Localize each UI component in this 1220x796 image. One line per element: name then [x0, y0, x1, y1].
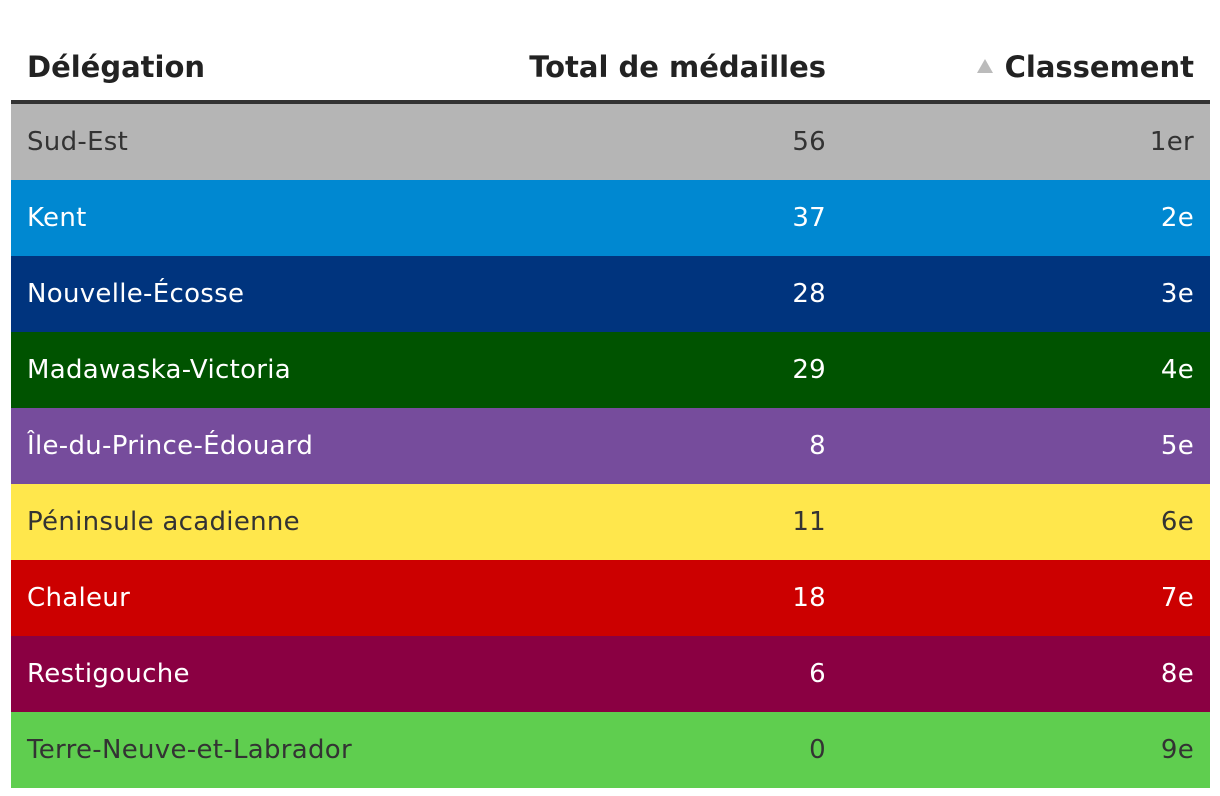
medal-total-cell: 0	[809, 735, 826, 765]
table-row: Chaleur 18 7e	[11, 560, 1210, 636]
table-row: Île-du-Prince-Édouard 8 5e	[11, 408, 1210, 484]
delegation-cell: Kent	[27, 203, 87, 233]
table-row: Madawaska-Victoria 29 4e	[11, 332, 1210, 408]
table-row: Restigouche 6 8e	[11, 636, 1210, 712]
table-row: Péninsule acadienne 11 6e	[11, 484, 1210, 560]
rank-cell: 2e	[1160, 203, 1194, 233]
column-header-rank[interactable]: Classement	[842, 34, 1210, 104]
rank-cell: 1er	[1149, 127, 1194, 157]
rank-cell: 6e	[1160, 507, 1194, 537]
medal-total-cell: 11	[792, 507, 826, 537]
medal-total-cell: 6	[809, 659, 826, 689]
table-row: Terre-Neuve-et-Labrador 0 9e	[11, 712, 1210, 788]
medal-table: Délégation Total de médailles Classement…	[11, 34, 1210, 788]
delegation-cell: Terre-Neuve-et-Labrador	[27, 735, 352, 765]
rank-cell: 3e	[1160, 279, 1194, 309]
rank-cell: 7e	[1160, 583, 1194, 613]
table-body: Sud-Est 56 1er Kent 37 2e Nouvelle-Écosse 28 3e M…	[11, 102, 1210, 788]
table-row: Kent 37 2e	[11, 180, 1210, 256]
rank-cell: 9e	[1160, 735, 1194, 765]
column-header-delegation[interactable]: Délégation	[11, 34, 444, 104]
column-header-label: Total de médailles	[529, 50, 826, 84]
column-header-total[interactable]: Total de médailles	[444, 34, 842, 104]
rank-cell: 8e	[1160, 659, 1194, 689]
column-header-label: Délégation	[27, 50, 206, 84]
column-header-label: Classement	[1004, 50, 1194, 84]
delegation-cell: Sud-Est	[27, 127, 129, 157]
medal-total-cell: 29	[792, 355, 826, 385]
medal-total-cell: 37	[792, 203, 826, 233]
medal-total-cell: 28	[792, 279, 826, 309]
medal-total-cell: 8	[809, 431, 826, 461]
header-row: Délégation Total de médailles Classement	[11, 34, 1210, 104]
delegation-cell: Chaleur	[27, 583, 131, 613]
delegation-cell: Madawaska-Victoria	[27, 355, 292, 385]
delegation-cell: Restigouche	[27, 659, 190, 689]
table-row: Sud-Est 56 1er	[11, 102, 1210, 180]
medal-total-cell: 56	[792, 127, 826, 157]
table-header: Délégation Total de médailles Classement	[11, 34, 1210, 104]
medal-table-container: Délégation Total de médailles Classement…	[11, 34, 1210, 788]
rank-cell: 5e	[1160, 431, 1194, 461]
delegation-cell: Île-du-Prince-Édouard	[27, 431, 314, 461]
delegation-cell: Péninsule acadienne	[27, 507, 300, 537]
sort-ascending-icon	[976, 59, 993, 73]
delegation-cell: Nouvelle-Écosse	[27, 279, 245, 309]
rank-cell: 4e	[1160, 355, 1194, 385]
table-row: Nouvelle-Écosse 28 3e	[11, 256, 1210, 332]
medal-total-cell: 18	[792, 583, 826, 613]
